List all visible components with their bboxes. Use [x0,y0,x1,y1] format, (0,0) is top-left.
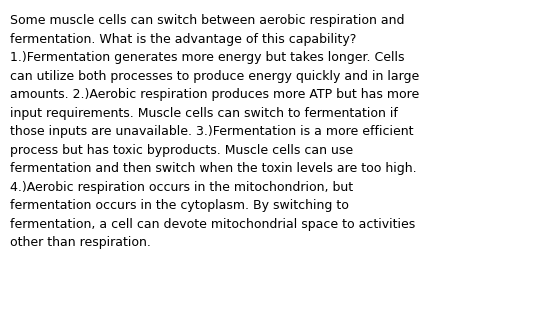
Text: Some muscle cells can switch between aerobic respiration and
fermentation. What : Some muscle cells can switch between aer… [10,14,419,249]
